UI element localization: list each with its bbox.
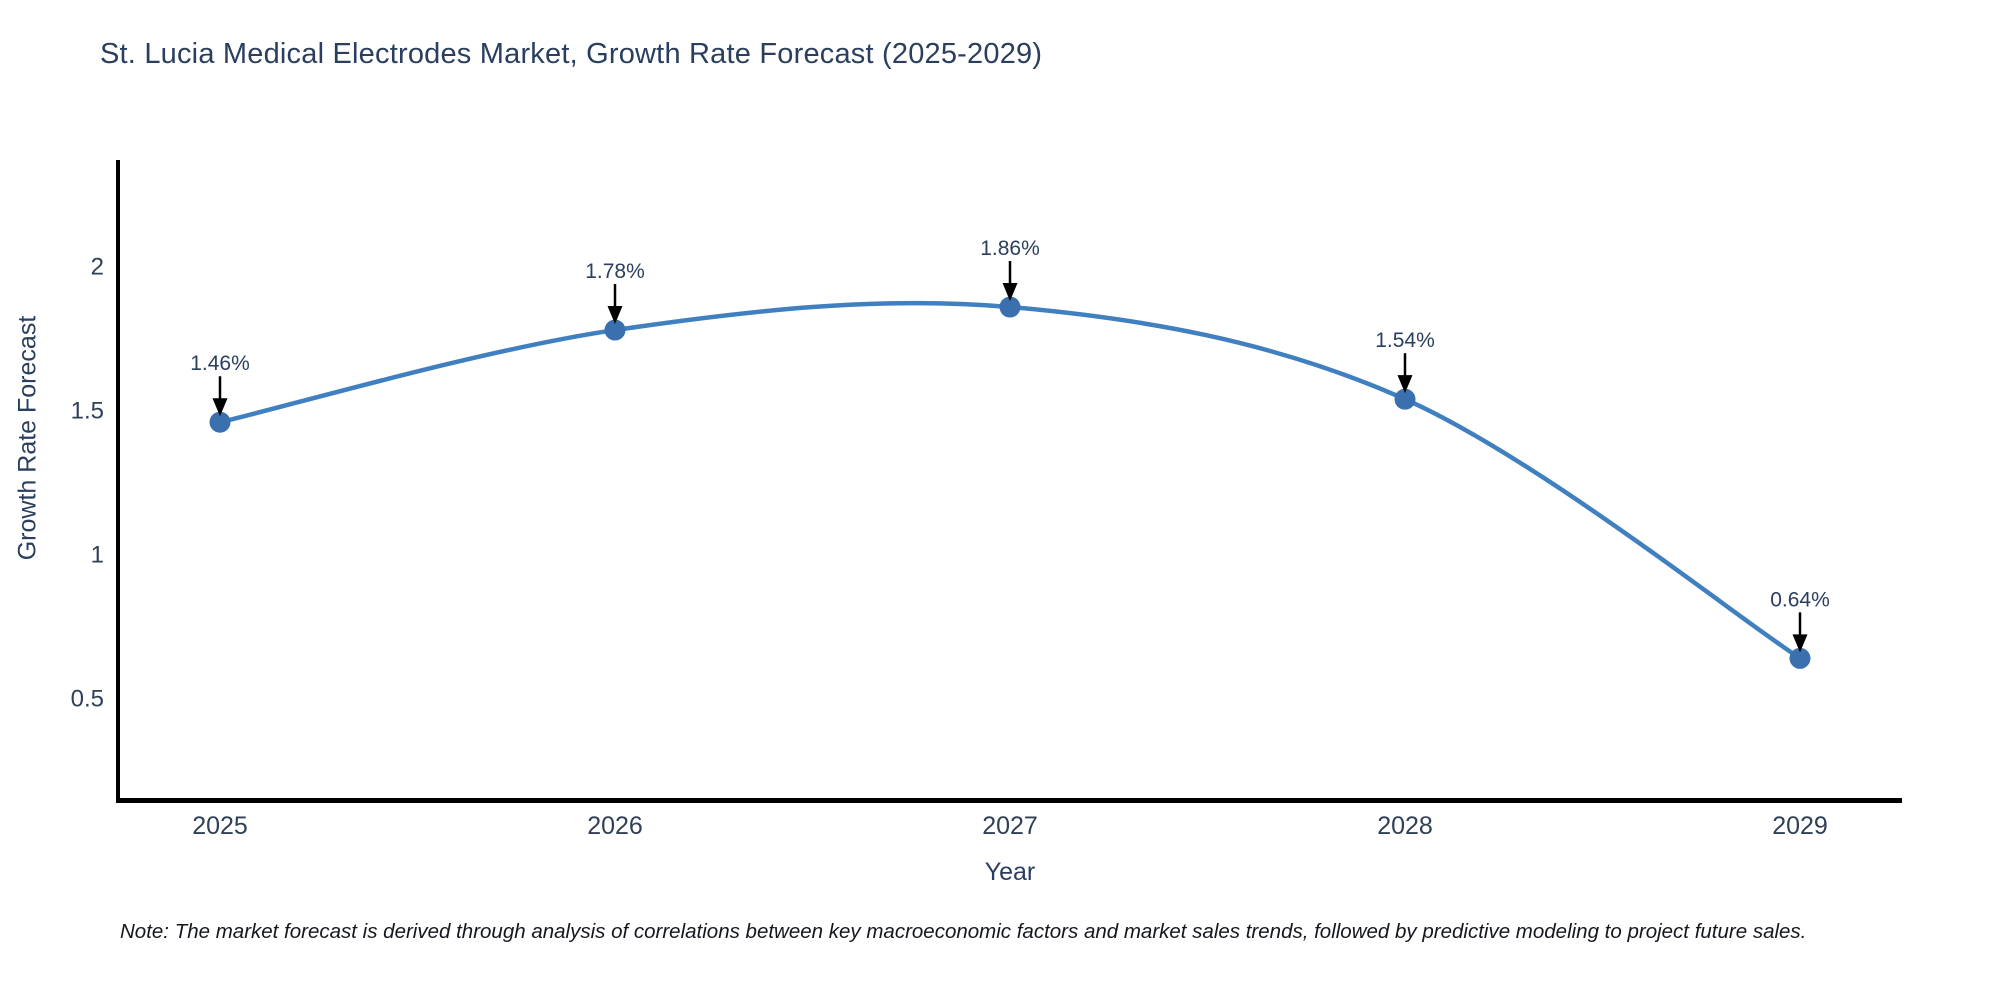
x-tick-label: 2029 — [1772, 812, 1828, 840]
y-tick-label: 2 — [91, 254, 104, 281]
x-tick-label: 2026 — [587, 812, 643, 840]
annotation-label: 1.46% — [190, 352, 250, 375]
annotation-arrowhead-icon — [1397, 375, 1413, 394]
x-tick-label: 2027 — [982, 812, 1038, 840]
annotation-label: 1.78% — [585, 260, 645, 283]
y-tick-label: 1.5 — [71, 398, 104, 425]
annotation-arrowhead-icon — [212, 398, 228, 417]
annotation-arrowhead-icon — [607, 306, 623, 325]
annotation-label: 1.86% — [980, 237, 1040, 260]
x-tick-label: 2025 — [192, 812, 248, 840]
x-tick-label: 2028 — [1377, 812, 1433, 840]
y-tick-label: 0.5 — [71, 686, 104, 713]
annotation-label: 0.64% — [1770, 588, 1830, 611]
data-point-marker — [604, 319, 626, 341]
footnote: Note: The market forecast is derived thr… — [120, 920, 1807, 943]
data-point-marker — [1394, 388, 1416, 410]
x-axis-title: Year — [984, 858, 1036, 886]
trend-line — [217, 300, 1803, 661]
data-point-marker — [999, 296, 1021, 318]
annotation-arrowhead-icon — [1792, 634, 1808, 653]
annotation-arrowhead-icon — [1002, 283, 1018, 302]
y-tick-label: 1 — [91, 542, 104, 569]
data-point-marker — [209, 411, 231, 433]
chart-title: St. Lucia Medical Electrodes Market, Gro… — [100, 38, 1043, 70]
data-point-marker — [1789, 647, 1811, 669]
annotation-label: 1.54% — [1375, 329, 1435, 352]
